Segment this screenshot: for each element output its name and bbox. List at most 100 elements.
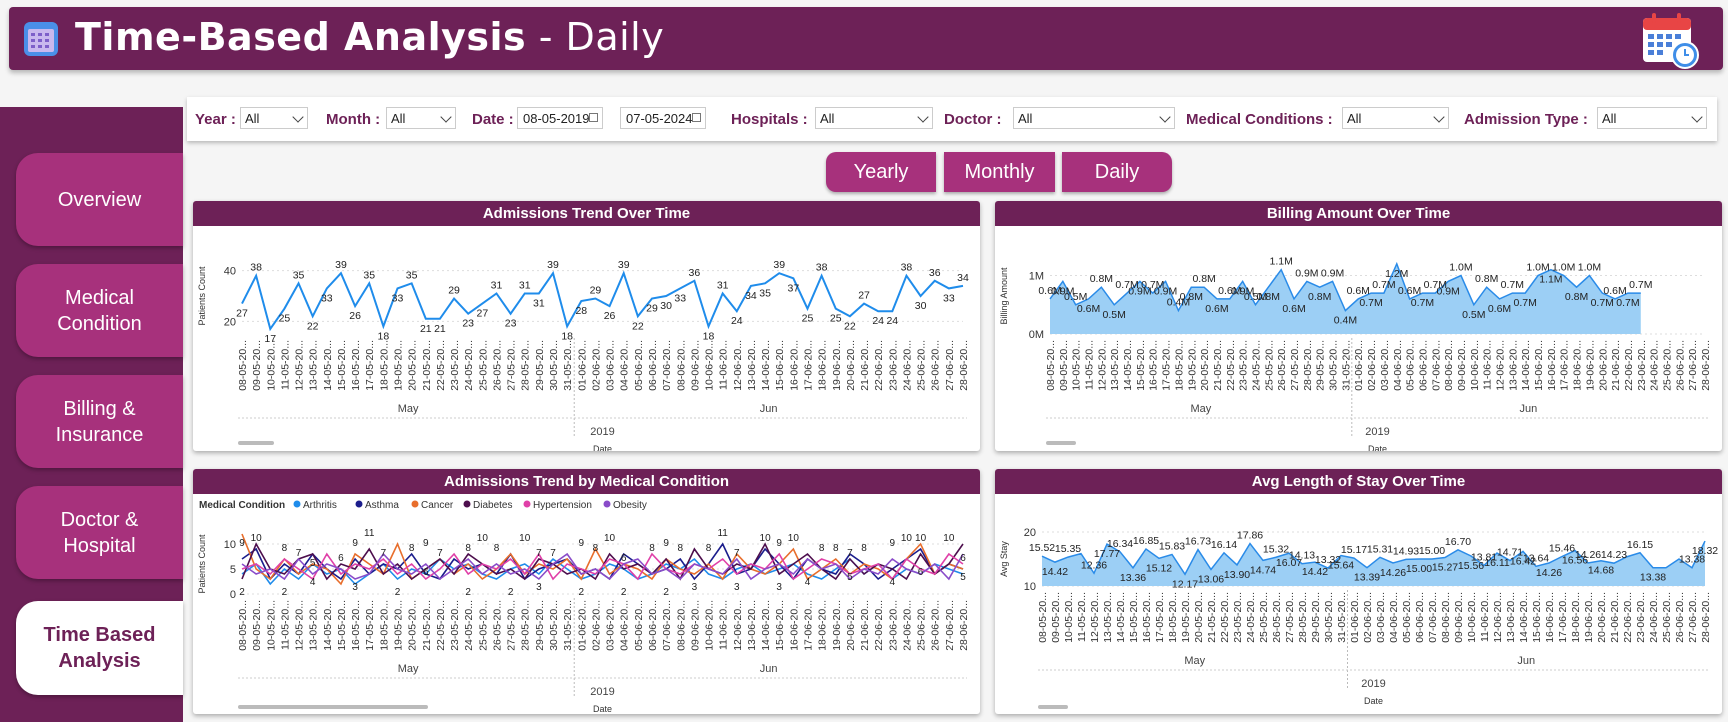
data-label: 3 <box>536 582 542 593</box>
sidebar-item-medical-condition[interactable]: Medical Condition <box>16 264 183 357</box>
doctor-filter-select[interactable]: All <box>1013 107 1175 129</box>
data-label: 16.70 <box>1445 536 1471 548</box>
data-label: 14.13 <box>1289 550 1315 562</box>
legend-dot <box>523 500 531 508</box>
data-label: 0.7M <box>1372 279 1395 291</box>
data-label: 28 <box>575 305 587 317</box>
hospitals-filter-select[interactable]: All <box>815 107 933 129</box>
x-tick-label: 25-05-20... <box>1258 592 1270 643</box>
sidebar-item-overview[interactable]: Overview <box>16 153 183 246</box>
x-tick-label: 24-05-20... <box>463 340 475 391</box>
filter-bar: Year : All Month : All Date : 08-05-2019… <box>187 97 1717 141</box>
data-label: 10 <box>943 533 955 544</box>
chevron-down-icon <box>917 111 929 123</box>
data-label: 10 <box>901 533 913 544</box>
data-label: 10 <box>604 533 616 544</box>
x-tick-label: 20-06-20... <box>1597 340 1609 391</box>
x-tick-label: 03-06-20... <box>1375 592 1387 643</box>
data-label: 16.73 <box>1185 536 1211 548</box>
x-tick-label: 27-05-20... <box>1289 340 1301 391</box>
sidebar-item-doctor-hospital[interactable]: Doctor & Hospital <box>16 486 183 579</box>
x-tick-label: 21-05-20... <box>421 600 433 651</box>
data-label: 6 <box>621 553 627 564</box>
x-tick-label: 30-05-20... <box>548 600 560 651</box>
x-tick-label: 26-05-20... <box>491 600 503 651</box>
data-label: 0.7M <box>1141 279 1164 291</box>
x-tick-label: 21-06-20... <box>859 340 871 391</box>
x-tick-label: 26-06-20... <box>930 600 942 651</box>
sidebar-item-time-based-analysis[interactable]: Time Based Analysis <box>16 601 183 695</box>
date-from-input[interactable]: 08-05-2019 <box>517 107 603 129</box>
year-filter-select[interactable]: All <box>240 107 308 129</box>
data-label: 15.32 <box>1263 543 1289 555</box>
x-tick-label: 21-06-20... <box>1609 592 1621 643</box>
data-label: 18 <box>378 330 390 342</box>
date-to-input[interactable]: 07-05-2024 <box>620 107 706 129</box>
series-line-0 <box>241 270 964 332</box>
admission-filter-select[interactable]: All <box>1597 107 1707 129</box>
x-tick-label: 28-06-20... <box>1700 592 1712 643</box>
x-tick-label: 09-05-20... <box>1050 592 1062 643</box>
data-label: 2 <box>239 587 245 598</box>
data-label: 15.52 <box>1029 542 1055 554</box>
y-tick-label: 20 <box>1024 527 1036 539</box>
x-tick-label: 18-05-20... <box>1173 340 1185 391</box>
x-tick-label: 04-06-20... <box>1388 592 1400 643</box>
doctor-filter-value: All <box>1018 111 1033 126</box>
year-label: 2019 <box>1361 678 1385 690</box>
x-tick-label: 18-06-20... <box>817 600 829 651</box>
data-label: 0.8M <box>1192 273 1215 285</box>
sidebar-item-billing-insurance[interactable]: Billing & Insurance <box>16 375 183 468</box>
data-label: 10 <box>251 533 263 544</box>
data-label: 15.12 <box>1146 562 1172 574</box>
x-tick-label: 12-06-20... <box>732 600 744 651</box>
data-label: 13.32 <box>1315 554 1341 566</box>
x-tick-label: 18-05-20... <box>1167 592 1179 643</box>
data-label: 0.8M <box>1180 291 1203 303</box>
tab-yearly[interactable]: Yearly <box>826 152 936 192</box>
x-tick-label: 07-06-20... <box>661 340 673 391</box>
x-tick-label: 09-06-20... <box>1453 592 1465 643</box>
data-label: 38 <box>901 262 913 274</box>
data-label: 17.77 <box>1094 548 1120 560</box>
data-label: 0.7M <box>1591 297 1614 309</box>
x-tick-label: 17-06-20... <box>1557 592 1569 643</box>
area-fill <box>1042 541 1705 586</box>
tab-monthly[interactable]: Monthly <box>944 152 1055 192</box>
month-filter-select[interactable]: All <box>386 107 456 129</box>
data-label: 4 <box>890 577 896 588</box>
data-label: 1.0M <box>1449 262 1472 274</box>
x-tick-label: 31-05-20... <box>1340 340 1352 391</box>
data-label: 22 <box>844 320 856 332</box>
x-tick-label: 31-05-20... <box>1336 592 1348 643</box>
data-label: 16.15 <box>1627 539 1653 551</box>
conditions-filter-select[interactable]: All <box>1342 107 1449 129</box>
data-label: 3 <box>692 582 698 593</box>
data-label: 13.38 <box>1640 572 1666 584</box>
data-label: 0.6M <box>1488 303 1511 315</box>
tab-daily[interactable]: Daily <box>1062 152 1172 192</box>
x-tick-label: 14-06-20... <box>760 600 772 651</box>
x-tick-label: 08-05-20... <box>237 600 249 651</box>
data-label: 9 <box>579 538 585 549</box>
conditions-filter-label: Medical Conditions : <box>1186 111 1333 128</box>
legend-label: Diabetes <box>473 500 512 511</box>
x-tick-label: 11-06-20... <box>718 340 730 390</box>
x-tick-label: 20-06-20... <box>845 340 857 391</box>
data-label: 0.8M <box>1090 273 1113 285</box>
x-tick-label: 23-06-20... <box>1635 592 1647 643</box>
admissions-trend-card: Admissions Trend Over Time 20 40 Patients … <box>193 201 980 451</box>
data-label: 8 <box>833 543 839 554</box>
x-tick-label: 14-05-20... <box>322 600 334 651</box>
data-label: 29 <box>448 285 460 297</box>
data-label: 0.8M <box>1565 291 1588 303</box>
data-label: 25 <box>830 313 842 325</box>
data-label: 12.36 <box>1081 559 1107 571</box>
x-tick-label: 27-05-20... <box>1284 592 1296 643</box>
billing-amount-card: Billing Amount Over Time 0M 1M Billing Amo… <box>995 201 1722 451</box>
x-tick-label: 05-06-20... <box>633 600 645 651</box>
data-label: 16.07 <box>1276 557 1302 569</box>
data-label: 13.64 <box>1523 552 1549 564</box>
data-label: 11 <box>717 528 728 539</box>
